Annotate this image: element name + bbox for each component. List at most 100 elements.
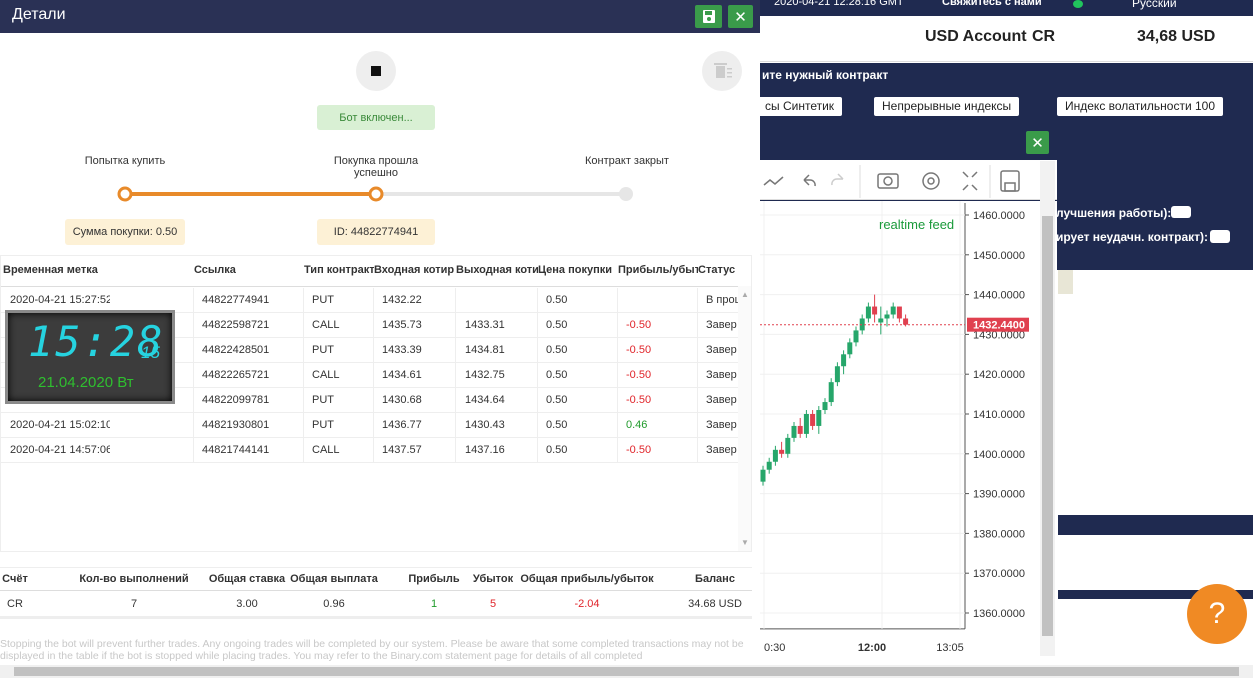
- table-cell: 1434.81: [465, 344, 505, 356]
- checkbox[interactable]: [1210, 230, 1230, 243]
- row-rule: [1, 387, 738, 388]
- current-price-tag: [967, 317, 1029, 332]
- col-rule: [697, 438, 698, 463]
- table-cell: CALL: [312, 319, 340, 331]
- clock-seconds: 15: [141, 343, 160, 362]
- col-rule: [537, 438, 538, 463]
- candle-body: [896, 306, 902, 319]
- summary-cell: 0.96: [323, 598, 345, 610]
- close-button[interactable]: ✕: [728, 5, 753, 28]
- table-cell: -0.50: [626, 319, 652, 331]
- scrollbar: ▲ ▼: [738, 286, 751, 551]
- account-id[interactable]: CR: [1032, 28, 1056, 45]
- col-rule: [373, 438, 374, 463]
- col-rule: [373, 388, 374, 413]
- candle-body: [779, 449, 785, 454]
- col-rule: [455, 413, 456, 438]
- header-rule: [1, 286, 738, 287]
- contact-link[interactable]: Свяжитесь с нами: [942, 0, 1042, 8]
- breadcrumb[interactable]: Индекс волатильности 100: [1057, 97, 1224, 116]
- candle-body: [834, 366, 840, 383]
- y-tick-label: 1410.0000: [973, 409, 1025, 421]
- candle-body: [822, 402, 828, 411]
- table-cell: 44822099781: [202, 394, 270, 406]
- candle-body: [884, 314, 890, 319]
- icon[interactable]: [877, 173, 899, 189]
- y-tick-label: 1420.0000: [973, 369, 1025, 381]
- close-button[interactable]: ✕: [1026, 131, 1049, 154]
- table-cell: 0.50: [546, 444, 568, 456]
- table-cell: 1437.57: [382, 444, 422, 456]
- table-cell: CALL: [312, 369, 340, 381]
- col-rule: [537, 338, 538, 363]
- account-balance[interactable]: 34,68 USD: [1137, 28, 1216, 45]
- col-rule: [697, 388, 698, 413]
- summary-cell: 34.68 USD: [688, 598, 742, 610]
- account-bar: USD Account CR 34,68 USD: [760, 16, 1253, 62]
- col-rule: [303, 413, 304, 438]
- chart-window-header: ✕: [760, 120, 1057, 160]
- summary-cell: 5: [489, 598, 497, 610]
- icon[interactable]: [962, 171, 978, 191]
- table-cell: -0.50: [626, 394, 652, 406]
- candle-body: [903, 318, 909, 325]
- help-button[interactable]: ?: [1187, 584, 1247, 644]
- header-band: [0, 567, 752, 591]
- table-cell: 1430.68: [382, 394, 422, 406]
- column-header: Цена покупки: [538, 264, 613, 276]
- y-tick-label: 1390.0000: [973, 489, 1025, 501]
- icon: [831, 173, 844, 186]
- current-price-label: 1432.4400: [973, 320, 1025, 332]
- icon[interactable]: [803, 174, 816, 187]
- table-cell: PUT: [312, 294, 334, 306]
- account-name[interactable]: USD Account: [925, 28, 1027, 45]
- col-rule: [617, 413, 618, 438]
- col-rule: [617, 288, 618, 313]
- col-rule: [193, 288, 194, 313]
- table-cell: 1433.39: [382, 344, 422, 356]
- col-rule: [373, 363, 374, 388]
- candle-body: [841, 354, 847, 367]
- details-panel: Детали ✕ Бот включен... Попытка купить П…: [0, 0, 760, 662]
- row-rule: [1, 462, 738, 463]
- column-header: Входная котир: [374, 264, 455, 276]
- col-rule: [455, 388, 456, 413]
- candle-body: [797, 425, 803, 434]
- table-cell: 44822598721: [202, 319, 270, 331]
- col-rule: [697, 288, 698, 313]
- scroll-thumb[interactable]: [14, 667, 1239, 676]
- block: [1058, 270, 1073, 294]
- col-rule: [455, 438, 456, 463]
- table-cell: 44822428501: [202, 344, 270, 356]
- checkbox[interactable]: [1171, 206, 1191, 218]
- candle-body: [859, 318, 865, 331]
- col-rule: [617, 313, 618, 338]
- column-header: Временная метка: [3, 264, 98, 276]
- table-cell: 0.50: [546, 394, 568, 406]
- clear-button[interactable]: [702, 51, 742, 91]
- icon[interactable]: [763, 176, 784, 186]
- column-header: Статус: [698, 264, 736, 276]
- candle-body: [791, 425, 797, 438]
- breadcrumb[interactable]: сы Синтетик: [757, 97, 843, 116]
- icon[interactable]: [1000, 170, 1020, 192]
- table-cell: 0.50: [546, 344, 568, 356]
- scrollbar: [1040, 161, 1055, 656]
- stop-button[interactable]: [356, 51, 396, 91]
- table-cell: 1432.75: [465, 369, 505, 381]
- band: [1058, 590, 1253, 599]
- scroll-thumb[interactable]: [1042, 216, 1053, 636]
- save-button[interactable]: [695, 5, 722, 28]
- icon[interactable]: [922, 172, 940, 190]
- table-cell: 1435.73: [382, 319, 422, 331]
- col-rule: [455, 313, 456, 338]
- table-cell: Завер: [706, 369, 737, 381]
- table-cell: 1434.61: [382, 369, 422, 381]
- x-tick-label: 13:05: [936, 642, 964, 654]
- y-tick-label: 1440.0000: [973, 290, 1025, 302]
- breadcrumb[interactable]: Непрерывные индексы: [874, 97, 1020, 116]
- language-select[interactable]: Русский: [1132, 0, 1177, 10]
- col-rule: [193, 338, 194, 363]
- col-rule: [193, 388, 194, 413]
